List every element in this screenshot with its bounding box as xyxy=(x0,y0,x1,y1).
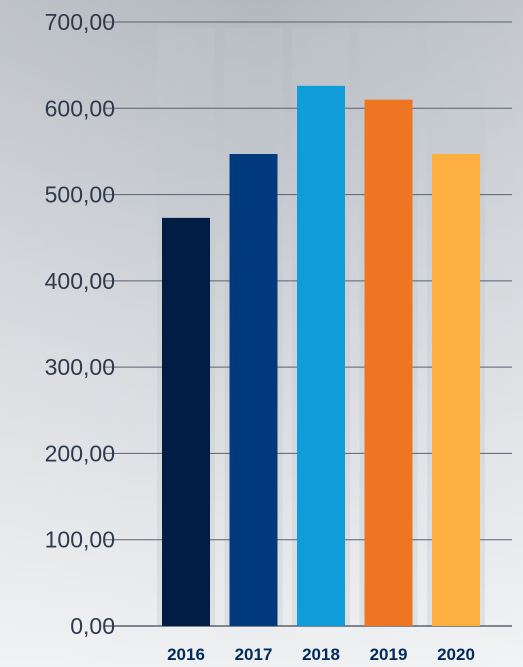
bar-2018 xyxy=(297,85,345,626)
y-tick-label: 200,00 xyxy=(45,440,115,466)
x-tick-label-2019: 2019 xyxy=(370,645,408,664)
bar-2017 xyxy=(229,154,278,626)
bar-2019 xyxy=(364,99,413,626)
x-tick-label-2018: 2018 xyxy=(302,645,340,664)
x-tick-label-2020: 2020 xyxy=(437,645,475,664)
x-tick-label-2016: 2016 xyxy=(167,645,205,664)
y-tick-label: 700,00 xyxy=(45,9,115,35)
y-tick-label: 600,00 xyxy=(45,95,115,121)
bar-group xyxy=(162,85,480,626)
x-axis-tick-labels: 2016 2017 2018 2019 2020 xyxy=(167,645,475,664)
y-tick-label: 300,00 xyxy=(45,354,115,380)
x-tick-label-2017: 2017 xyxy=(235,645,273,664)
y-tick-label: 100,00 xyxy=(45,527,115,553)
y-tick-label: 400,00 xyxy=(45,268,115,294)
y-axis-tick-labels: 0,00 100,00 200,00 300,00 400,00 500,00 600,00… xyxy=(45,9,115,639)
y-tick-label: 500,00 xyxy=(45,182,115,208)
y-tick-label: 0,00 xyxy=(70,613,115,639)
bar-2020 xyxy=(432,154,480,626)
bar-2016 xyxy=(162,217,210,626)
